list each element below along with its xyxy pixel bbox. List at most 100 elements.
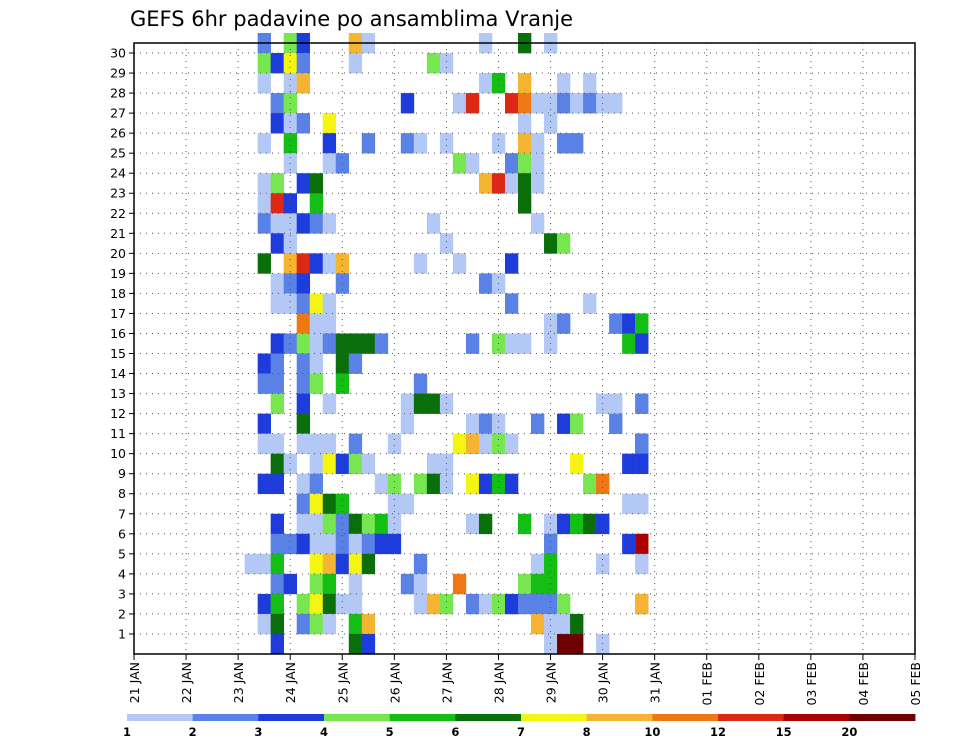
y-tick-label: 10 — [110, 446, 126, 461]
heatmap-cell — [335, 253, 350, 274]
heatmap-cell — [491, 593, 506, 615]
heatmap-cell — [544, 233, 558, 254]
heatmap-cell — [491, 433, 506, 454]
heatmap-cell — [283, 573, 298, 595]
heatmap-cell — [491, 173, 506, 194]
heatmap-cell — [570, 93, 584, 114]
x-tick-label: 01 FEB — [700, 662, 715, 706]
heatmap-cell — [570, 633, 584, 655]
heatmap-cell — [517, 593, 532, 615]
colorbar-label: 12 — [710, 725, 726, 739]
y-tick-label: 25 — [110, 146, 126, 161]
heatmap-cell — [413, 393, 428, 414]
colorbar-segment — [718, 714, 785, 721]
colorbar-segment — [783, 714, 850, 721]
heatmap-cell — [348, 533, 363, 555]
heatmap-cell — [491, 73, 506, 94]
colorbar-segment — [521, 714, 588, 721]
heatmap-cell — [309, 373, 324, 394]
heatmap-cell — [296, 333, 311, 354]
heatmap-cell — [504, 473, 519, 495]
heatmap-cell — [309, 313, 324, 334]
heatmap-cell — [309, 173, 324, 194]
heatmap-cell — [283, 533, 298, 555]
x-axis-ticks: 21 JAN 22 JAN 23 JAN 24 JAN 25 JAN 26 JAN 27 J… — [127, 654, 923, 706]
heatmap-cell — [335, 553, 350, 575]
heatmap-cell — [400, 573, 415, 595]
heatmap-cell — [257, 553, 271, 575]
heatmap-cell — [296, 473, 311, 495]
heatmap-cell — [296, 313, 311, 334]
heatmap-cell — [531, 133, 545, 154]
x-tick-label: 28 JAN — [491, 662, 506, 703]
heatmap-cell — [270, 593, 284, 615]
heatmap-cell — [504, 333, 519, 354]
heatmap-cell — [270, 393, 284, 414]
heatmap-cell — [465, 433, 480, 454]
y-tick-label: 15 — [110, 346, 126, 361]
heatmap-cell — [361, 613, 376, 635]
heatmap-cell — [335, 373, 350, 394]
heatmap-cell — [465, 93, 480, 114]
x-tick-label: 29 JAN — [544, 662, 559, 703]
heatmap-cell — [478, 593, 493, 615]
y-tick-label: 14 — [110, 366, 126, 381]
heatmap-cell — [270, 293, 284, 314]
heatmap-cell — [426, 593, 441, 615]
heatmap-cell — [544, 553, 558, 575]
heatmap-cell — [465, 593, 480, 615]
heatmap-cell — [465, 333, 480, 354]
colorbar-label: 4 — [320, 725, 328, 739]
heatmap-cell — [296, 513, 311, 535]
x-tick-label: 31 JAN — [648, 662, 663, 703]
heatmap-cell — [309, 533, 324, 555]
x-tick-label: 23 JAN — [231, 662, 246, 703]
colorbar-label: 8 — [583, 725, 591, 739]
colorbar-segment — [455, 714, 522, 721]
heatmap-cell — [517, 113, 532, 134]
x-tick-label: 03 FEB — [804, 662, 819, 706]
colorbar-segment — [324, 714, 391, 721]
heatmap-cell — [309, 433, 324, 454]
colorbar-segment — [389, 714, 456, 721]
heatmap-cell — [296, 173, 311, 194]
heatmap-cell — [270, 193, 284, 214]
heatmap-cell — [452, 153, 467, 174]
heatmap-cell — [531, 593, 545, 615]
y-tick-label: 16 — [110, 326, 126, 341]
heatmap-cell — [322, 493, 337, 515]
heatmap-cell — [309, 453, 324, 475]
y-tick-label: 3 — [118, 586, 126, 601]
heatmap-cell — [439, 593, 454, 615]
y-tick-label: 7 — [118, 506, 126, 521]
heatmap-cell — [257, 613, 271, 635]
heatmap-cell — [348, 453, 363, 475]
heatmap-cell — [504, 293, 519, 314]
heatmap-cell — [400, 133, 415, 154]
heatmap-cell — [504, 593, 519, 615]
heatmap-cell — [270, 233, 284, 254]
heatmap-cell — [296, 393, 311, 414]
heatmap-cell — [296, 253, 311, 274]
heatmap-cell — [361, 453, 376, 475]
y-tick-label: 17 — [110, 306, 126, 321]
heatmap-cell — [531, 613, 545, 635]
heatmap-cell — [296, 413, 311, 434]
heatmap-cell — [348, 353, 363, 374]
heatmap-cell — [426, 473, 441, 495]
heatmap-cell — [504, 253, 519, 274]
chart-title: GEFS 6hr padavine po ansamblima Vranje — [130, 7, 573, 31]
colorbar-segment — [258, 714, 325, 721]
heatmap-cell — [374, 473, 389, 495]
heatmap-cell — [557, 233, 571, 254]
heatmap-cell — [322, 113, 337, 134]
heatmap-cell — [283, 293, 298, 314]
heatmap-cell — [322, 433, 337, 454]
heatmap-cell — [504, 93, 519, 114]
y-tick-label: 24 — [110, 166, 126, 181]
heatmap-cell — [322, 153, 337, 174]
heatmap-cell — [531, 93, 545, 114]
heatmap-cell — [478, 73, 493, 94]
heatmap-cell — [309, 213, 324, 234]
heatmap-cell — [635, 553, 649, 575]
